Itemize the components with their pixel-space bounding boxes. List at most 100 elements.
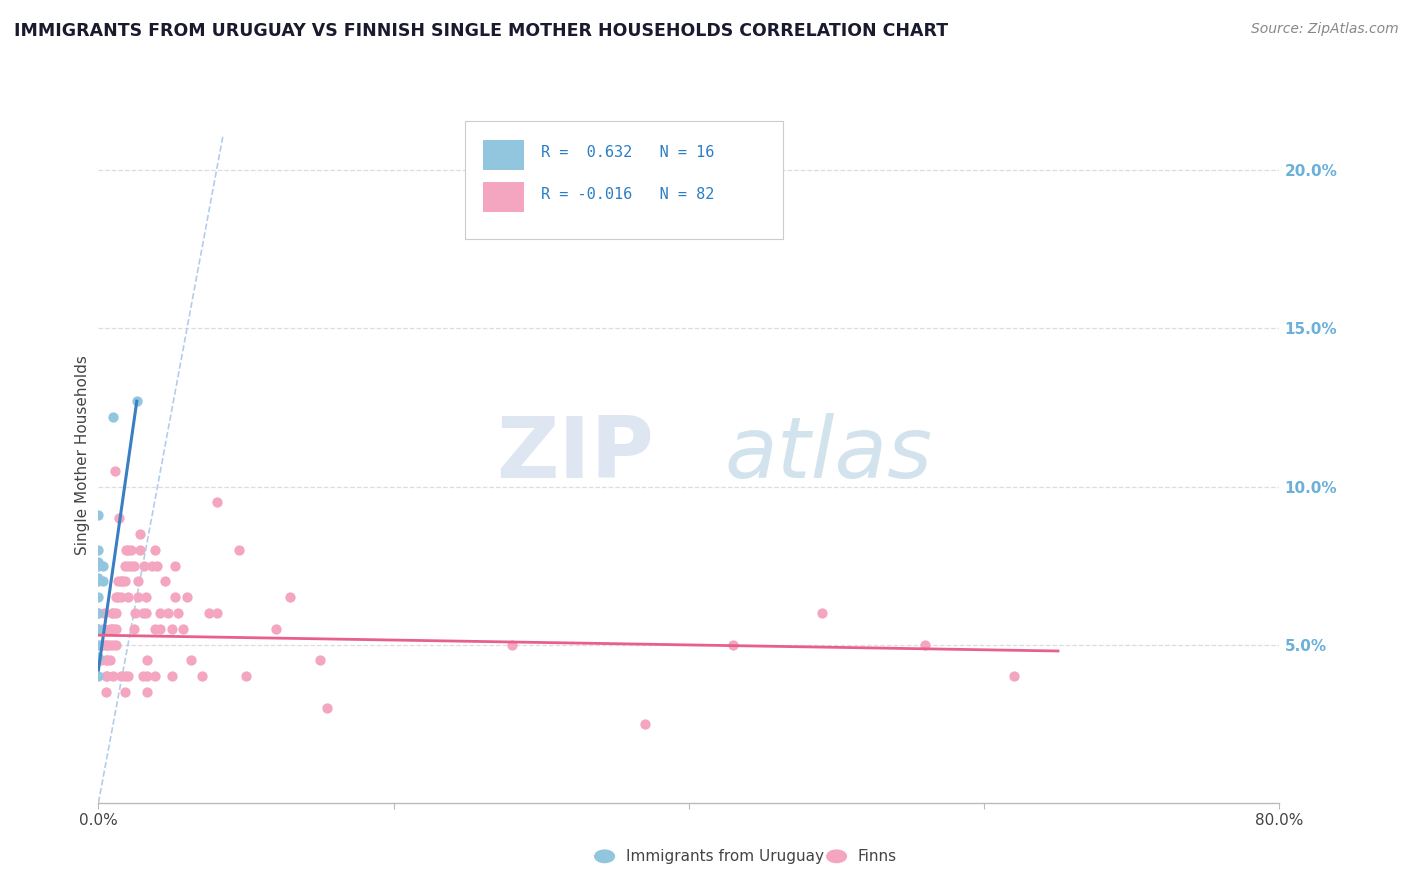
Point (120, 542, 142, 557)
Point (205, 606, 228, 620)
Point (125, 394, 148, 409)
Point (94, 638, 117, 652)
Point (316, 701, 339, 715)
Point (136, 669, 159, 683)
Point (914, 638, 936, 652)
FancyBboxPatch shape (484, 140, 523, 170)
Point (87, 571, 110, 585)
Point (136, 653, 159, 667)
Point (156, 606, 179, 620)
Point (128, 527, 150, 541)
Point (94, 685, 117, 699)
Point (93, 622, 115, 636)
Point (90, 638, 112, 652)
Point (110, 591, 132, 605)
Point (122, 558, 145, 573)
Point (114, 669, 136, 683)
Point (143, 542, 166, 557)
Point (124, 606, 146, 620)
Point (162, 622, 183, 636)
Point (127, 591, 149, 605)
Point (136, 685, 159, 699)
Point (278, 591, 302, 605)
Point (110, 669, 132, 683)
Point (107, 574, 129, 589)
Point (114, 685, 136, 699)
Point (132, 606, 155, 620)
Point (103, 606, 125, 620)
Point (132, 669, 155, 683)
Point (100, 606, 122, 620)
Point (87, 650, 110, 665)
Point (96, 653, 118, 667)
Point (633, 716, 655, 731)
Point (117, 591, 139, 605)
Point (103, 409, 125, 424)
Point (87, 622, 110, 636)
Point (87, 558, 110, 573)
Point (141, 558, 163, 573)
Point (87, 622, 110, 636)
Point (98, 638, 121, 652)
Point (87, 508, 110, 522)
Point (172, 622, 194, 636)
Text: atlas: atlas (724, 413, 932, 497)
FancyBboxPatch shape (484, 182, 523, 212)
Point (135, 606, 157, 620)
Point (191, 669, 214, 683)
Point (143, 622, 166, 636)
Point (103, 669, 125, 683)
Point (235, 669, 257, 683)
Point (134, 558, 156, 573)
Point (180, 653, 202, 667)
Point (87, 606, 110, 620)
Text: ZIP: ZIP (496, 413, 654, 497)
Point (309, 653, 332, 667)
Point (165, 558, 187, 573)
Point (103, 638, 125, 652)
Point (114, 558, 136, 573)
Point (94, 653, 117, 667)
Point (176, 591, 198, 605)
Text: R = -0.016   N = 82: R = -0.016 N = 82 (541, 186, 714, 202)
Point (87, 591, 110, 605)
Point (167, 606, 190, 620)
Point (264, 622, 287, 636)
Point (96, 669, 118, 683)
Point (723, 638, 745, 652)
Point (103, 622, 125, 636)
Point (87, 542, 110, 557)
Point (104, 464, 127, 478)
Point (87, 669, 110, 683)
Point (146, 558, 169, 573)
Point (810, 606, 832, 620)
Point (87, 638, 110, 652)
Point (105, 638, 128, 652)
Point (1002, 669, 1025, 683)
Point (90, 653, 112, 667)
Point (98, 653, 121, 667)
Point (589, 211, 612, 225)
Point (96, 638, 118, 652)
Point (91, 558, 114, 573)
FancyBboxPatch shape (464, 121, 783, 239)
Point (228, 542, 250, 557)
Point (108, 511, 131, 525)
Y-axis label: Single Mother Households: Single Mother Households (75, 355, 90, 555)
Text: R =  0.632   N = 16: R = 0.632 N = 16 (541, 145, 714, 160)
Point (87, 606, 110, 620)
Point (117, 542, 139, 557)
Point (105, 606, 128, 620)
Point (98, 622, 121, 636)
Point (87, 574, 110, 589)
Point (94, 669, 117, 683)
Point (117, 558, 139, 573)
Point (122, 622, 145, 636)
Point (100, 622, 122, 636)
Point (205, 495, 228, 509)
Point (128, 542, 150, 557)
Text: Finns: Finns (858, 849, 897, 863)
Point (135, 591, 157, 605)
Text: IMMIGRANTS FROM URUGUAY VS FINNISH SINGLE MOTHER HOUSEHOLDS CORRELATION CHART: IMMIGRANTS FROM URUGUAY VS FINNISH SINGL… (14, 22, 948, 40)
Point (91, 622, 114, 636)
